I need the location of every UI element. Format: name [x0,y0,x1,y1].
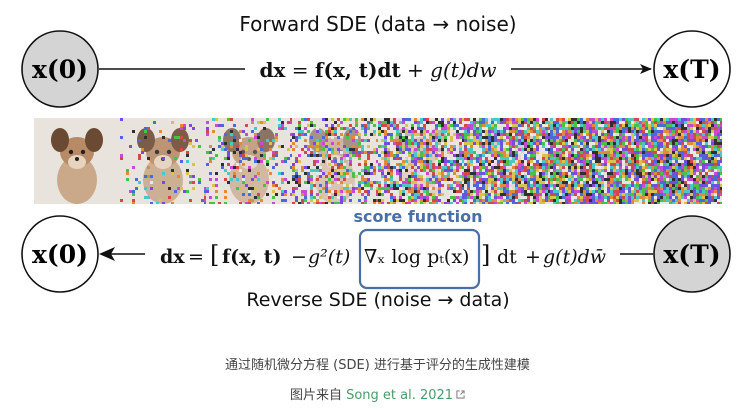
reverse-eq-minus: − [291,246,307,268]
noise-layer [550,118,636,204]
external-link-icon[interactable] [456,390,465,399]
noise-layer [378,118,464,204]
credit-prefix: 图片来自 [289,388,347,403]
reverse-title: Reverse SDE (noise → data) [246,289,509,311]
reverse-eq-close-bracket: ] [481,241,490,269]
dog-image [137,128,189,204]
figure-caption: 通过随机微分方程 (SDE) 进行基于评分的生成性建模 [225,358,530,373]
dog-image [51,128,103,204]
node-bottom-left-label: x(0) [32,240,88,269]
strip-frame [636,118,722,204]
strip-frame [464,118,550,204]
strip-frame [120,118,206,204]
reverse-eq-dt: dt [497,246,517,268]
noise-layer [120,118,206,204]
reverse-eq-g2: g²(t) [308,246,350,268]
reverse-eq-score: ∇ₓ log pₜ(x) [364,246,469,268]
reverse-eq-diffusion: g(t)dw̄ [543,246,606,268]
forward-eq-diffusion: g(t)dw [430,58,496,82]
node-top-right: x(T) [653,30,731,108]
node-bottom-right: x(T) [653,215,731,293]
noise-layer [464,118,550,204]
figure-credit: 图片来自 Song et al. 2021 [0,384,755,403]
forward-equation: dx = f(x, t)dt + g(t)dw [259,58,496,82]
node-bottom-right-label: x(T) [663,240,720,269]
strip-frame [550,118,636,204]
reverse-eq-plus: + [525,246,541,268]
strip-frame [292,118,378,204]
reverse-arrow-head [99,247,115,261]
reverse-equation: dx = [ f(x, t) − g²(t) ∇ₓ log pₜ(x) ] dt… [160,241,606,269]
strip-frame [34,118,120,204]
node-top-left-label: x(0) [32,55,88,84]
noise-layer [206,118,292,204]
reverse-eq-equals: = [188,246,204,268]
diffusion-image-strip [34,118,722,204]
strip-frame [378,118,464,204]
noise-layer [292,118,378,204]
forward-eq-equals: = [292,58,309,82]
node-top-left: x(0) [21,30,99,108]
forward-eq-drift: f(x, t)dt [315,58,402,82]
reverse-eq-open-bracket: [ [210,241,219,269]
reverse-eq-lhs: dx [160,246,185,268]
credit-link[interactable]: Song et al. 2021 [346,388,454,403]
node-bottom-left: x(0) [21,215,99,293]
noise-layer [636,118,722,204]
score-function-label: score function [353,207,482,226]
strip-frame [206,118,292,204]
forward-eq-plus: + [407,58,424,82]
forward-title: Forward SDE (data → noise) [239,12,516,36]
forward-eq-lhs: dx [259,58,286,82]
score-function-box [358,228,481,290]
reverse-eq-drift: f(x, t) [222,246,282,268]
node-top-right-label: x(T) [663,55,720,84]
